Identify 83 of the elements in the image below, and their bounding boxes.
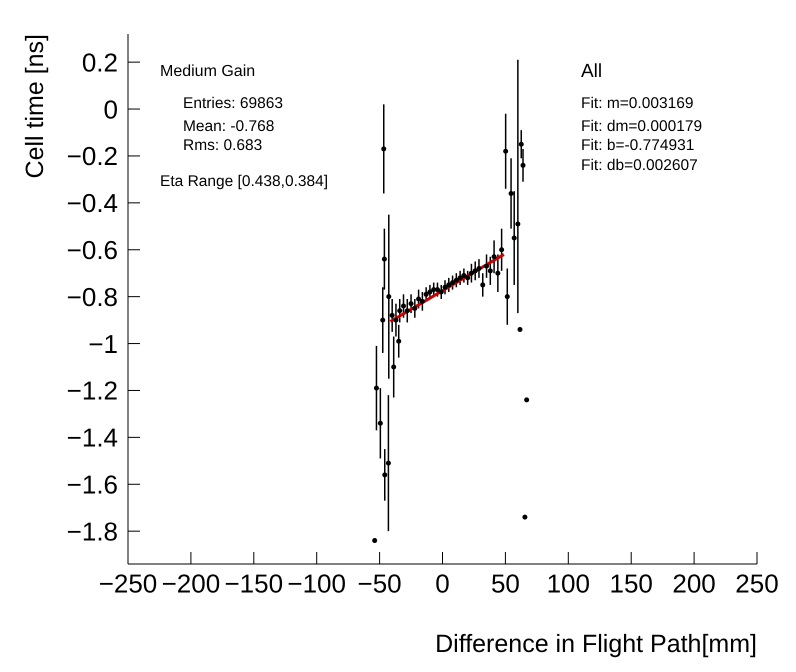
point <box>503 148 508 154</box>
y-tick-label: 0 <box>104 94 118 124</box>
x-tick-label: −100 <box>287 568 346 598</box>
point <box>480 282 486 288</box>
annotation: Medium Gain <box>160 63 256 80</box>
x-tick-label: 150 <box>610 568 653 598</box>
y-tick-label: −1.4 <box>66 422 118 453</box>
x-axis-title: Difference in Flight Path[mm] <box>435 630 757 658</box>
y-tick-label: −1.8 <box>66 516 118 546</box>
x-tick-label: −50 <box>358 568 402 598</box>
annotation: Entries: 69863 <box>183 95 283 112</box>
point <box>412 306 418 311</box>
y-tick-label: −0.6 <box>66 234 118 265</box>
point <box>476 266 482 272</box>
annotation: Fit: dm=0.000179 <box>581 118 702 135</box>
x-tick-label: 200 <box>672 568 716 598</box>
point <box>382 472 388 478</box>
point <box>488 268 493 274</box>
point <box>372 538 378 544</box>
annotation: Mean: -0.768 <box>183 118 274 135</box>
x-tick-label: −250 <box>98 568 158 598</box>
point <box>386 460 391 466</box>
point <box>396 338 402 344</box>
annotation: Fit: b=-0.774931 <box>581 137 694 154</box>
annotation: Fit: db=0.002607 <box>581 157 698 174</box>
point <box>484 264 490 269</box>
point <box>520 162 526 168</box>
point <box>524 397 530 402</box>
point <box>472 268 478 274</box>
point <box>408 301 414 306</box>
point <box>492 254 497 260</box>
annotation: Rms: 0.683 <box>183 137 262 154</box>
point <box>390 312 395 318</box>
point <box>465 275 470 280</box>
point <box>518 142 524 147</box>
point <box>442 284 448 290</box>
point <box>461 273 466 278</box>
point <box>393 318 398 323</box>
x-tick-label: 100 <box>546 568 590 598</box>
y-tick-label: −0.4 <box>66 188 118 218</box>
point <box>378 420 383 426</box>
point <box>495 270 500 276</box>
point <box>416 296 422 302</box>
point <box>386 294 392 300</box>
point <box>515 221 520 226</box>
annotation: All <box>581 61 602 82</box>
y-tick-label: −1.2 <box>66 376 118 406</box>
y-tick-label: 0.2 <box>82 47 118 78</box>
point <box>427 289 432 294</box>
point <box>468 270 474 276</box>
annotation: Fit: m=0.003169 <box>581 95 694 112</box>
point <box>499 247 504 252</box>
point <box>420 298 425 304</box>
point <box>401 304 406 309</box>
x-tick-label: −200 <box>162 568 220 598</box>
point <box>381 146 386 152</box>
point <box>380 318 386 323</box>
point <box>504 294 510 300</box>
x-tick-label: 250 <box>735 568 779 598</box>
point <box>446 282 452 288</box>
point <box>404 308 410 314</box>
y-axis-title: Cell time [ns] <box>21 34 49 178</box>
point <box>522 514 528 520</box>
x-tick-label: 50 <box>490 568 520 598</box>
x-tick-label: −150 <box>224 568 284 598</box>
point <box>391 364 396 370</box>
point <box>382 256 387 262</box>
point <box>424 292 429 297</box>
point <box>397 308 402 314</box>
y-tick-label: −0.8 <box>66 282 118 312</box>
point <box>374 386 379 391</box>
annotation: Eta Range [0.438,0.384] <box>160 173 328 190</box>
point <box>458 275 463 280</box>
point <box>508 190 514 196</box>
point <box>450 280 456 286</box>
y-tick-label: −1 <box>88 328 118 359</box>
point <box>512 236 517 241</box>
y-tick-label: −1.6 <box>66 469 118 500</box>
point <box>517 326 522 332</box>
x-tick-label: 0 <box>435 568 450 598</box>
y-tick-label: −0.2 <box>66 141 118 172</box>
point <box>454 278 459 283</box>
point <box>438 289 444 294</box>
